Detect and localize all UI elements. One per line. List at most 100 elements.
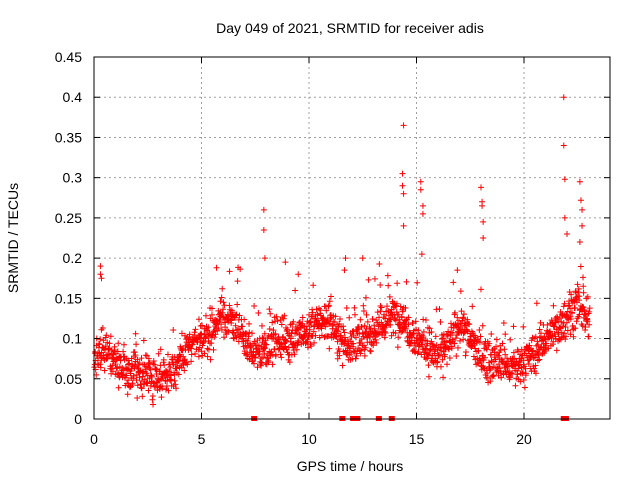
data-point xyxy=(364,318,371,325)
data-point xyxy=(204,345,211,352)
data-point xyxy=(310,328,317,335)
data-point xyxy=(136,374,143,381)
data-point xyxy=(510,349,517,356)
data-point xyxy=(277,317,284,324)
data-point xyxy=(520,377,527,383)
data-point xyxy=(267,310,274,317)
data-point xyxy=(241,316,248,323)
data-point xyxy=(536,326,543,333)
data-point xyxy=(418,351,425,358)
data-point xyxy=(428,338,435,345)
data-point xyxy=(381,311,388,318)
data-point xyxy=(403,278,410,285)
data-point xyxy=(400,222,407,229)
data-point xyxy=(422,316,429,323)
data-point xyxy=(586,305,593,312)
data-point xyxy=(234,278,241,285)
data-point xyxy=(181,367,188,374)
data-point xyxy=(397,320,404,327)
data-point xyxy=(583,295,590,302)
data-point xyxy=(564,327,571,334)
data-point xyxy=(133,377,140,384)
data-point xyxy=(419,341,426,348)
data-point xyxy=(580,304,587,311)
data-point xyxy=(150,358,157,365)
data-point xyxy=(138,385,145,392)
x-tick-label: 0 xyxy=(90,431,98,447)
data-point xyxy=(362,294,369,301)
data-point xyxy=(512,382,519,389)
data-point xyxy=(98,275,105,282)
data-point xyxy=(161,361,168,368)
data-point xyxy=(333,327,340,334)
data-point xyxy=(140,337,147,344)
data-point xyxy=(111,347,118,354)
y-tick-label: 0.45 xyxy=(55,49,82,65)
data-point xyxy=(480,218,487,225)
data-point xyxy=(422,355,429,362)
data-point xyxy=(395,311,402,318)
data-point xyxy=(365,276,372,283)
data-point xyxy=(215,325,222,332)
data-point xyxy=(452,335,459,342)
data-point xyxy=(278,354,285,361)
data-point xyxy=(562,333,569,340)
data-point xyxy=(399,182,406,189)
chart-title: Day 049 of 2021, SRMTID for receiver adi… xyxy=(216,20,484,36)
data-point xyxy=(494,364,501,371)
data-point xyxy=(247,344,254,351)
data-point xyxy=(426,325,433,332)
data-point xyxy=(500,319,507,326)
data-point xyxy=(568,291,575,298)
data-point xyxy=(558,318,565,325)
data-point xyxy=(149,373,156,380)
data-point xyxy=(255,310,262,317)
data-point xyxy=(408,334,415,341)
data-point xyxy=(218,326,225,333)
data-point xyxy=(480,235,487,241)
data-point xyxy=(233,334,240,341)
data-point xyxy=(532,333,539,340)
data-point xyxy=(175,371,182,378)
data-point xyxy=(399,170,406,177)
data-point xyxy=(294,325,301,332)
data-point xyxy=(295,271,302,278)
data-point xyxy=(353,334,360,341)
data-point xyxy=(378,319,385,326)
data-point xyxy=(306,326,313,333)
data-point xyxy=(272,330,279,337)
data-point xyxy=(502,351,509,358)
data-point xyxy=(454,321,461,328)
data-point xyxy=(567,315,574,322)
data-point xyxy=(209,305,216,312)
data-point xyxy=(134,382,141,389)
data-point xyxy=(188,351,195,358)
data-point xyxy=(561,176,568,183)
data-point xyxy=(497,347,504,354)
data-point xyxy=(290,318,297,325)
data-point xyxy=(334,355,341,362)
data-point xyxy=(138,355,145,362)
data-point xyxy=(373,339,380,346)
data-point xyxy=(432,333,439,340)
data-point xyxy=(535,352,542,359)
data-point xyxy=(230,327,237,334)
data-point xyxy=(123,372,130,379)
data-point xyxy=(132,330,139,337)
data-point xyxy=(113,365,120,372)
data-point xyxy=(556,324,563,331)
data-point xyxy=(261,330,268,337)
data-point xyxy=(436,305,443,312)
data-point xyxy=(550,338,557,345)
data-point xyxy=(510,323,517,330)
data-point xyxy=(150,401,157,408)
data-point xyxy=(417,178,424,185)
data-point xyxy=(477,333,484,340)
data-point xyxy=(544,321,551,328)
data-point xyxy=(357,316,364,323)
data-point xyxy=(212,331,219,338)
data-point xyxy=(579,206,586,213)
data-point xyxy=(451,340,458,347)
data-point xyxy=(511,355,518,362)
